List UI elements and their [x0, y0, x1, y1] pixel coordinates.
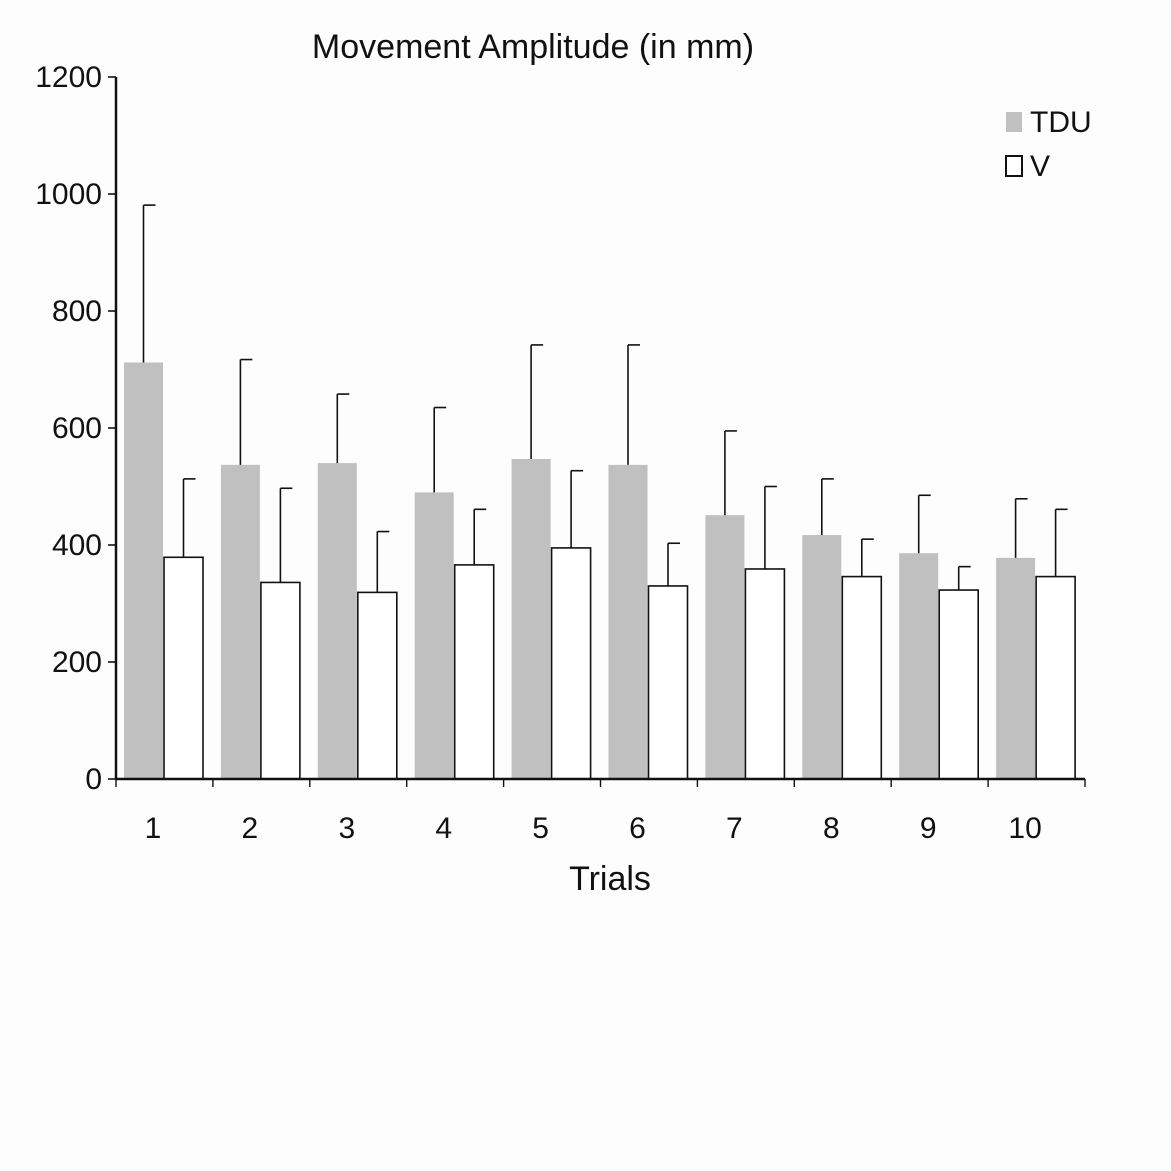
legend: TDU V [1005, 106, 1092, 183]
error-bar-tdu-trial-9 [917, 494, 931, 554]
chart-title: Movement Amplitude (in mm) [312, 28, 754, 66]
y-tick-label-400: 400 [52, 529, 102, 562]
bar-v-trial-7 [744, 568, 786, 780]
y-tick-label-0: 0 [85, 763, 102, 796]
x-tick-label-8: 8 [823, 812, 840, 845]
error-bar-v-trial-2 [279, 487, 293, 583]
error-bar-tdu-trial-7 [724, 430, 737, 516]
error-bar-tdu-trial-3 [336, 393, 350, 464]
y-tick-label-1200: 1200 [35, 61, 102, 94]
bar-v-trial-9 [938, 589, 980, 780]
legend-item-v: V [1005, 150, 1050, 183]
bar-v-trial-8 [841, 575, 883, 780]
y-tick-label-800: 800 [52, 295, 102, 328]
bar-tdu-trial-7 [705, 515, 745, 779]
x-tick-label-9: 9 [920, 812, 937, 845]
bar-tdu-trial-3 [317, 463, 357, 779]
error-bar-v-trial-4 [473, 508, 487, 565]
x-tick-label-3: 3 [338, 812, 355, 845]
error-bar-v-trial-7 [764, 485, 777, 569]
bar-v-trial-1 [163, 556, 204, 780]
y-tick-label-200: 200 [52, 646, 102, 679]
x-tick-label-2: 2 [242, 812, 259, 845]
error-bar-tdu-trial-6 [627, 344, 640, 465]
bars-layer [124, 362, 1076, 780]
error-bars-layer [142, 204, 1068, 593]
error-bar-v-trial-9 [957, 565, 971, 591]
bar-tdu-trial-4 [414, 492, 454, 779]
bar-tdu-trial-5 [511, 459, 551, 779]
x-tick-label-7: 7 [726, 812, 743, 845]
error-bar-tdu-trial-2 [239, 358, 253, 465]
x-tick-label-4: 4 [435, 812, 452, 845]
bar-tdu-trial-8 [802, 535, 842, 779]
error-bar-tdu-trial-8 [820, 478, 834, 536]
error-bar-v-trial-8 [860, 538, 874, 577]
y-tick-label-1000: 1000 [35, 178, 102, 211]
x-tick-label-5: 5 [532, 812, 549, 845]
legend-label-v: V [1030, 150, 1050, 183]
error-bar-tdu-trial-4 [433, 406, 447, 493]
x-tick-label-10: 10 [1008, 812, 1041, 845]
legend-item-tdu: TDU [1006, 106, 1092, 139]
error-bar-v-trial-5 [570, 469, 584, 548]
y-tick-label-600: 600 [52, 412, 102, 445]
error-bar-tdu-trial-10 [1014, 497, 1028, 558]
bar-v-trial-2 [260, 581, 301, 780]
legend-label-tdu: TDU [1030, 106, 1092, 139]
bar-tdu-trial-6 [608, 464, 648, 779]
error-bar-v-trial-6 [667, 542, 680, 586]
bar-v-trial-3 [356, 591, 398, 780]
error-bar-tdu-trial-1 [142, 204, 156, 363]
bar-v-trial-5 [550, 547, 592, 780]
error-bar-v-trial-10 [1054, 508, 1068, 577]
legend-swatch-tdu [1006, 112, 1022, 132]
bar-tdu-trial-10 [996, 557, 1036, 779]
ticks-layer: 0 200 400 600 800 1000 1200 1 2 3 4 5 6 7 8 9 10 [35, 61, 1086, 845]
x-axis-label: Trials [569, 860, 651, 898]
bar-v-trial-6 [647, 585, 689, 780]
legend-swatch-v [1005, 155, 1023, 177]
bar-v-trial-10 [1035, 575, 1076, 780]
bar-tdu-trial-1 [124, 362, 163, 779]
error-bar-tdu-trial-5 [530, 344, 544, 460]
error-bar-v-trial-1 [182, 478, 196, 558]
x-tick-label-1: 1 [145, 812, 162, 845]
bar-v-trial-4 [453, 564, 495, 780]
error-bar-v-trial-3 [376, 530, 390, 593]
bar-tdu-trial-2 [220, 464, 260, 779]
bar-tdu-trial-9 [899, 553, 939, 779]
x-tick-label-6: 6 [629, 812, 646, 845]
